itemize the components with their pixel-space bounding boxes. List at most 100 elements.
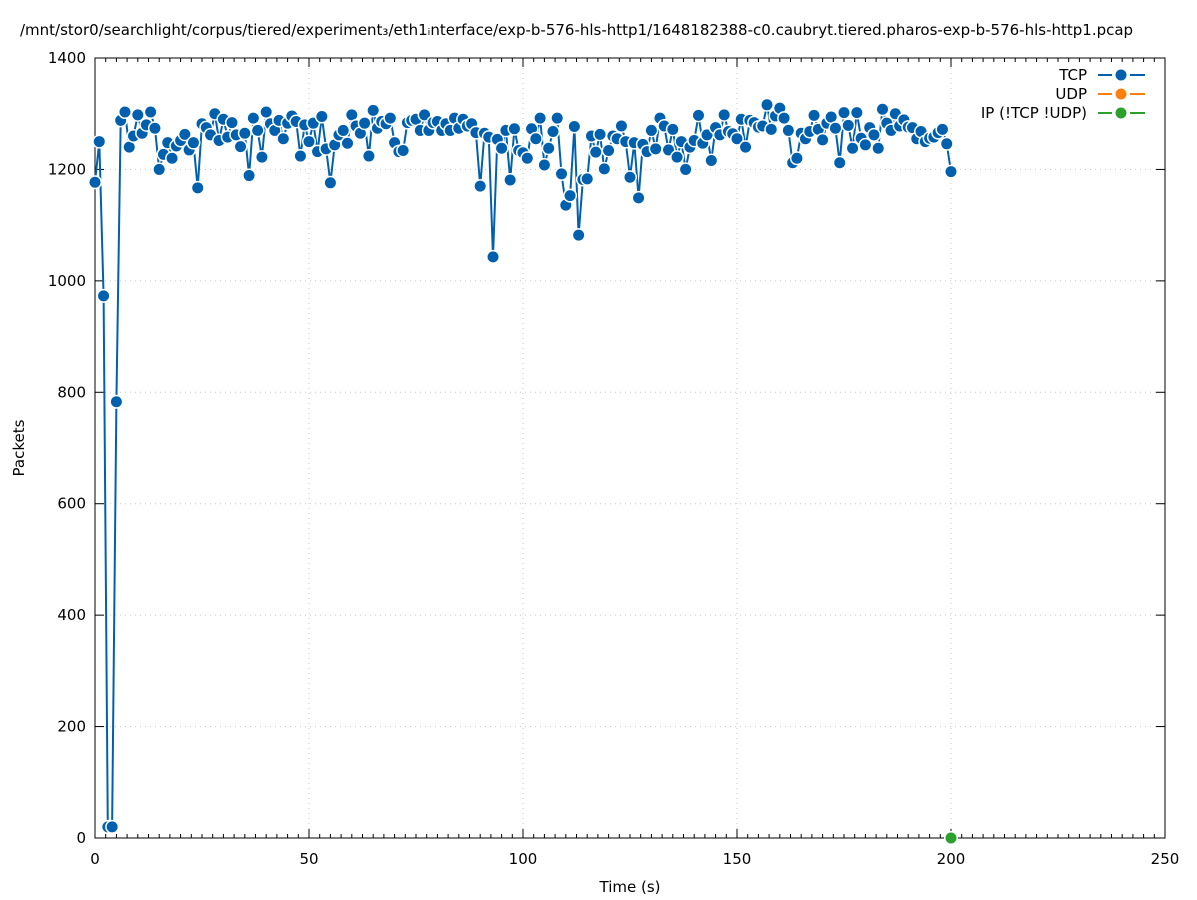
data-point (534, 112, 546, 124)
data-point (774, 102, 786, 114)
data-point (838, 107, 850, 119)
legend-marker (1115, 107, 1127, 119)
data-point (363, 150, 375, 162)
data-point (269, 124, 281, 136)
data-point (945, 166, 957, 178)
data-point (166, 152, 178, 164)
data-point (594, 128, 606, 140)
x-tick-label: 150 (723, 850, 752, 868)
x-tick-label: 100 (509, 850, 538, 868)
data-point (243, 170, 255, 182)
data-point (731, 133, 743, 145)
data-point (337, 124, 349, 136)
data-point (145, 106, 157, 118)
data-point (530, 133, 542, 145)
data-point (256, 151, 268, 163)
data-point (590, 146, 602, 158)
data-point (226, 117, 238, 129)
data-point (761, 99, 773, 111)
data-point (538, 159, 550, 171)
data-point (487, 251, 499, 263)
data-point (508, 123, 520, 135)
data-point (915, 126, 927, 138)
y-tick-label: 600 (57, 495, 86, 513)
x-tick-label: 200 (937, 850, 966, 868)
data-point (740, 141, 752, 153)
data-point (859, 139, 871, 151)
data-point (829, 122, 841, 134)
chart-title: /mnt/stor0/searchlight/corpus/tiered/exp… (20, 21, 1133, 39)
data-point (598, 163, 610, 175)
y-tick-label: 1000 (48, 272, 86, 290)
data-point (239, 127, 251, 139)
data-point (808, 109, 820, 121)
data-point (847, 142, 859, 154)
data-point (556, 168, 568, 180)
data-point (718, 109, 730, 121)
data-point (615, 120, 627, 132)
series-2 (944, 831, 958, 845)
data-point (187, 137, 199, 149)
data-point (149, 122, 161, 134)
y-tick-label: 1400 (48, 49, 86, 67)
data-point (346, 109, 358, 121)
data-point (496, 142, 508, 154)
data-point (645, 124, 657, 136)
data-point (633, 192, 645, 204)
data-point (247, 112, 259, 124)
data-point (367, 104, 379, 116)
y-axis-title: Packets (10, 419, 28, 476)
data-point (384, 112, 396, 124)
legend-label: IP (!TCP !UDP) (981, 104, 1087, 122)
y-tick-label: 200 (57, 718, 86, 736)
data-point (277, 133, 289, 145)
data-point (573, 229, 585, 241)
data-point (354, 127, 366, 139)
data-point (834, 157, 846, 169)
data-point (817, 134, 829, 146)
data-point (705, 155, 717, 167)
data-point (851, 107, 863, 119)
data-point (474, 180, 486, 192)
data-point (543, 142, 555, 154)
data-point (650, 143, 662, 155)
data-point (872, 142, 884, 154)
data-point (123, 141, 135, 153)
y-tick-label: 800 (57, 383, 86, 401)
data-point (260, 106, 272, 118)
data-point (765, 123, 777, 135)
data-point (504, 174, 516, 186)
data-point (153, 163, 165, 175)
ticks: 0 200 400 600 800 1000 1200 1400 0 50 100 150 200 250 (48, 49, 1180, 868)
data-point (568, 121, 580, 133)
data-point (945, 832, 957, 844)
data-point (680, 163, 692, 175)
y-tick-label: 1200 (48, 160, 86, 178)
data-point (324, 177, 336, 189)
series-0 (88, 97, 958, 834)
data-point (307, 117, 319, 129)
data-point (110, 396, 122, 408)
data-point (692, 109, 704, 121)
data-point (342, 137, 354, 149)
data-point (551, 112, 563, 124)
data-point (235, 141, 247, 153)
data-point (782, 124, 794, 136)
data-point (547, 126, 559, 138)
data-point (294, 150, 306, 162)
data-point (868, 129, 880, 141)
data-point (252, 124, 264, 136)
legend-label: UDP (1055, 85, 1087, 103)
data-point (663, 144, 675, 156)
data-point (106, 821, 118, 833)
data-point (791, 152, 803, 164)
data-point (825, 111, 837, 123)
data-point (93, 136, 105, 148)
data-point (359, 117, 371, 129)
data-point (564, 190, 576, 202)
data-point (179, 128, 191, 140)
data-point (419, 109, 431, 121)
data-point (877, 103, 889, 115)
